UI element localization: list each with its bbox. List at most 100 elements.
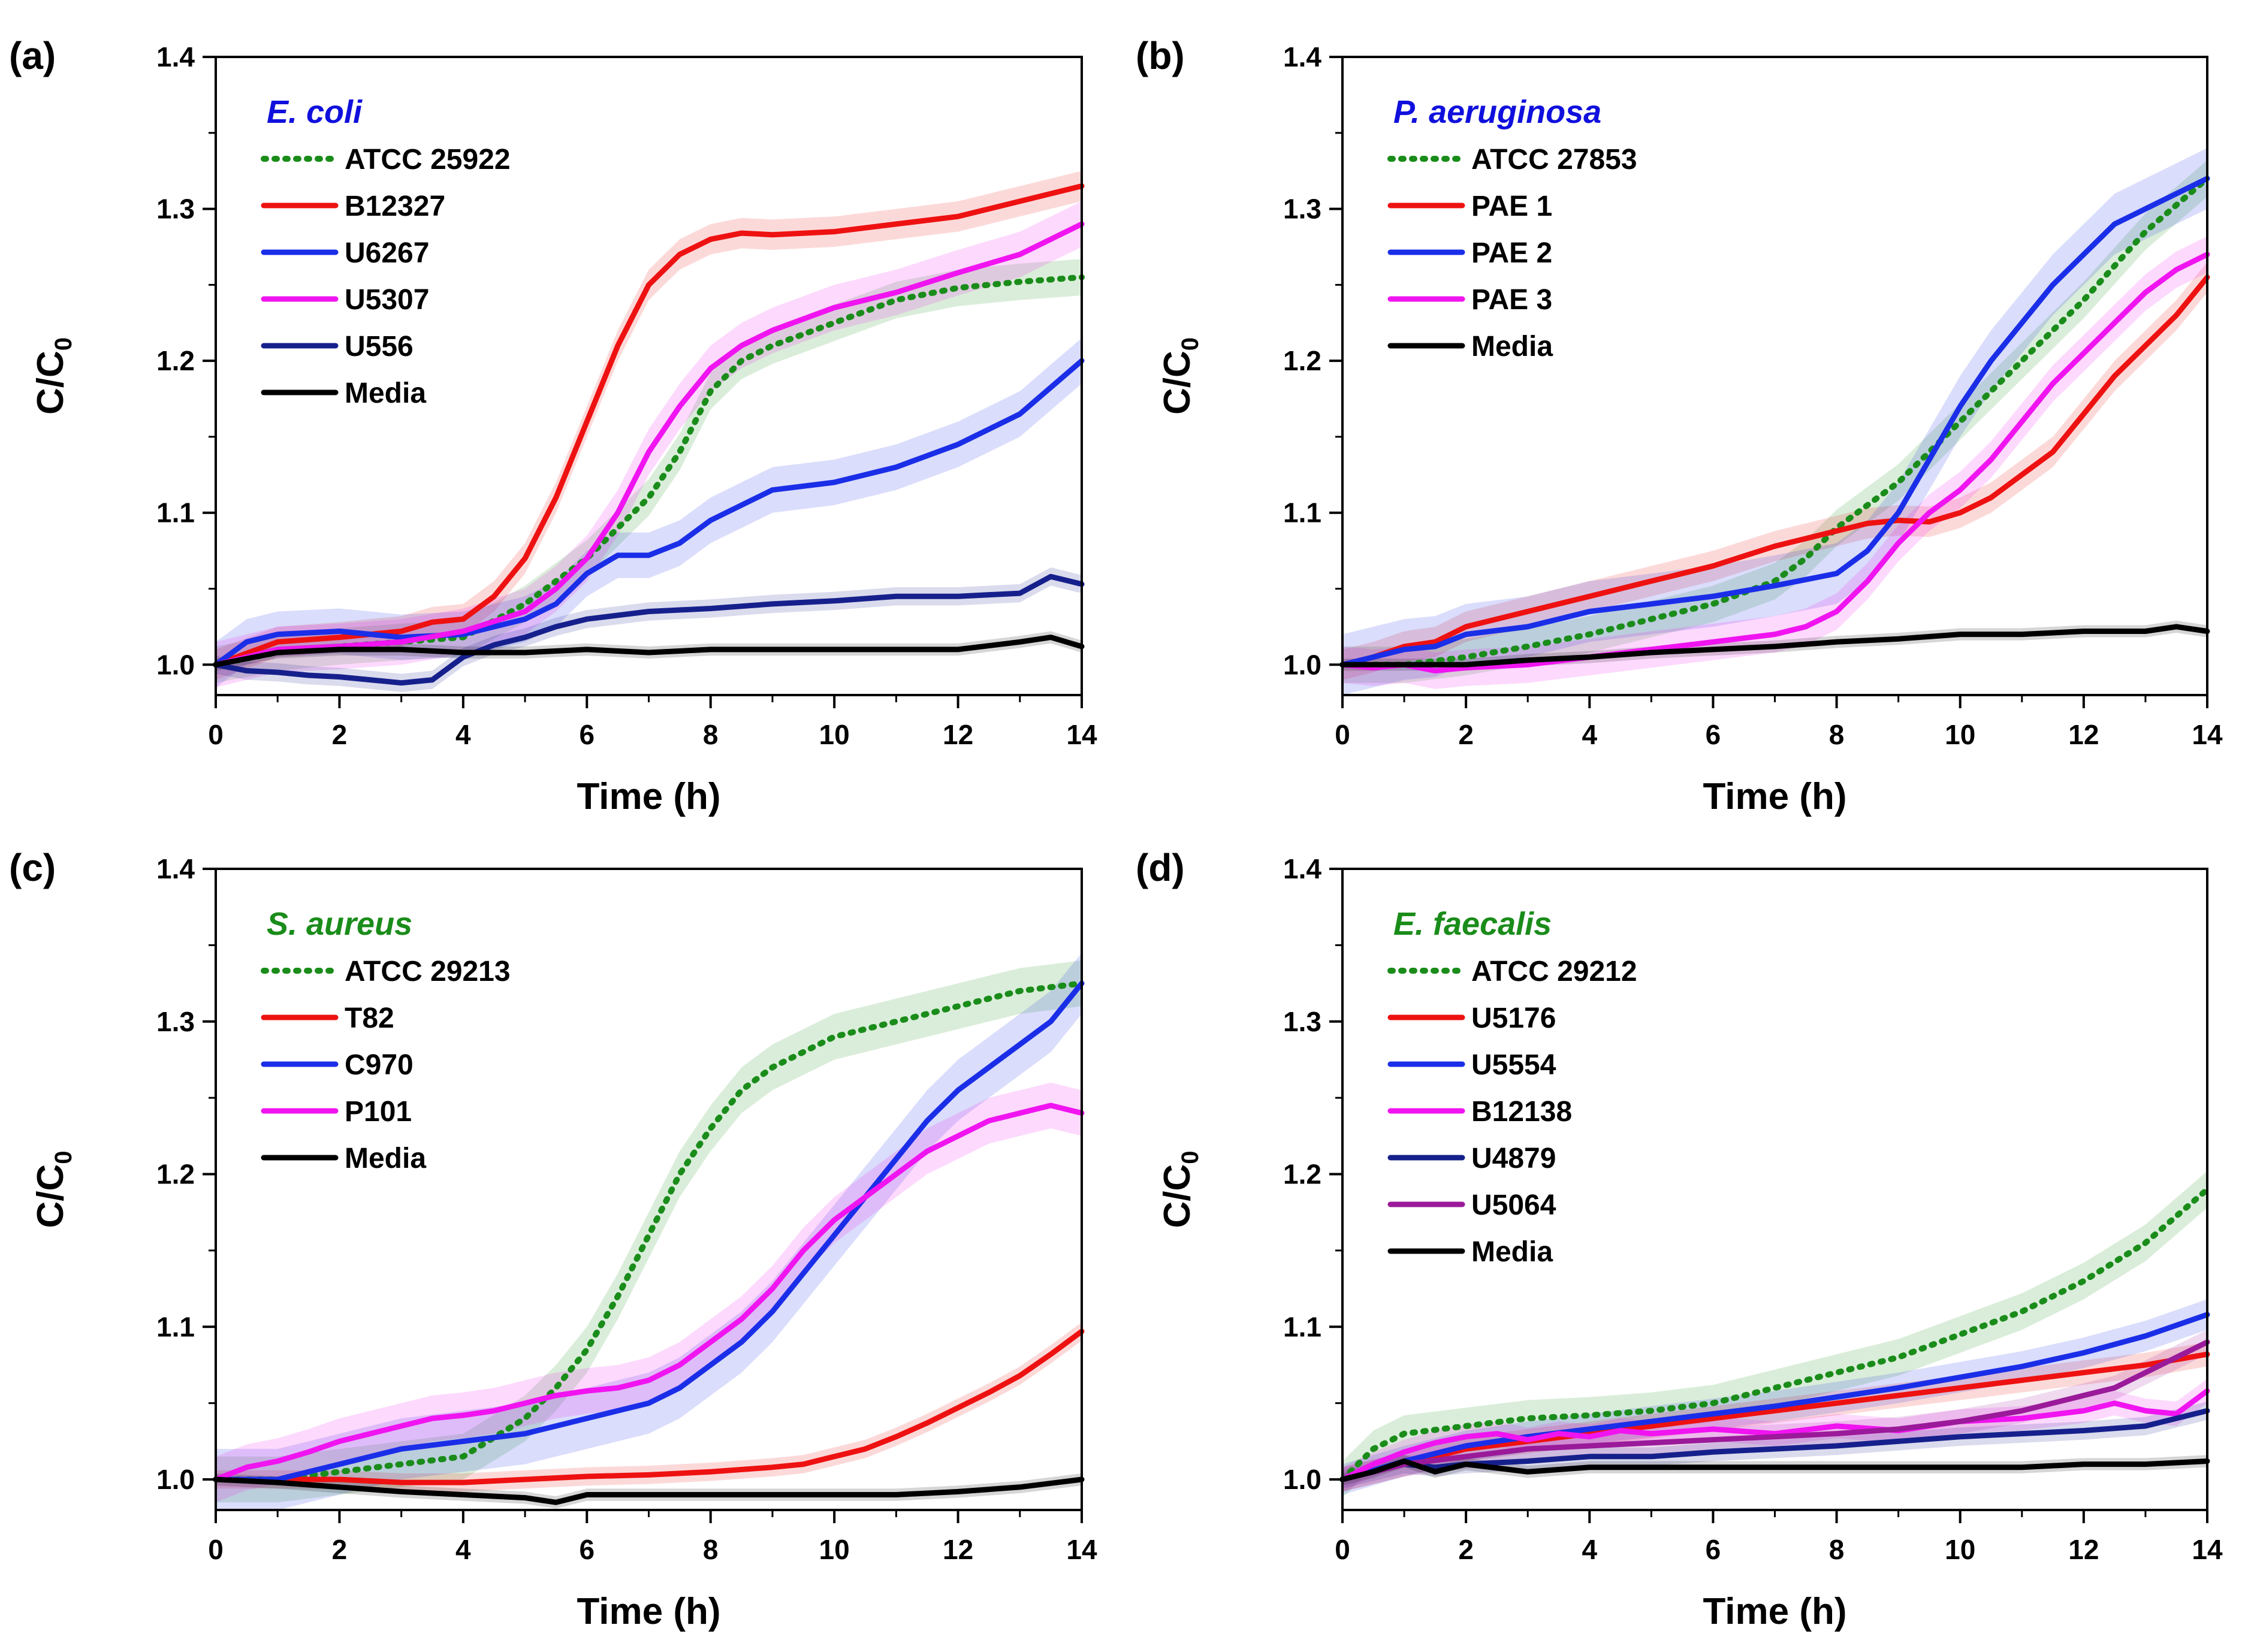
x-tick-label: 8 (703, 719, 719, 750)
x-tick-label: 10 (1945, 719, 1975, 750)
organism-title: E. coli (267, 94, 363, 130)
legend-label-u5176: U5176 (1471, 1002, 1556, 1034)
plot-area (213, 171, 1085, 692)
legend-label-media: Media (345, 1143, 426, 1174)
series-line-atcc-27853 (1339, 175, 2210, 668)
y-tick-label: 1.3 (156, 194, 195, 225)
legend-label-atcc-29212: ATCC 29212 (1471, 956, 1637, 987)
x-tick-label: 2 (332, 719, 348, 750)
legend-label-pae-1: PAE 1 (1471, 191, 1552, 222)
series-line-p101 (213, 1103, 1085, 1482)
organism-title: S. aureus (267, 906, 412, 942)
y-tick-label: 1.0 (1283, 649, 1321, 680)
band-atcc-29213 (216, 960, 1082, 1503)
x-tick-label: 6 (1706, 1534, 1721, 1565)
legend-label-media: Media (1471, 1236, 1553, 1268)
legend-label-u5554: U5554 (1471, 1049, 1556, 1081)
series-line-b12138 (1339, 1388, 2210, 1482)
series-line-t82 (213, 1328, 1085, 1485)
x-tick-label: 4 (455, 1534, 471, 1565)
legend-label-pae-3: PAE 3 (1471, 284, 1552, 316)
y-tick-label: 1.1 (1283, 497, 1321, 528)
x-tick-label: 14 (1066, 719, 1097, 750)
legend-label-u5307: U5307 (345, 284, 429, 316)
x-tick-label: 0 (208, 1534, 224, 1565)
x-tick-label: 14 (2192, 719, 2223, 750)
x-tick-label: 12 (943, 719, 973, 750)
panel-label: (a) (9, 34, 56, 77)
legend-label-u6267: U6267 (345, 237, 429, 269)
series-line-u5064 (1339, 1339, 2210, 1482)
panel-c: 0 2 4 6 8 10 12 14 1.0 1.1 1.2 1.3 1.4 Time (h) C/C0 (c… (9, 846, 1097, 1632)
legend-label-atcc-29213: ATCC 29213 (345, 956, 511, 987)
panel-a: 0 2 4 6 8 10 12 14 1.0 1.1 1.2 1.3 1.4 Time (h) C/C0 (a… (9, 34, 1097, 817)
y-tick-label: 1.4 (1283, 41, 1321, 73)
panel-label: (c) (9, 846, 56, 889)
legend: E. faecalis ATCC 29212 U5176 U5554 B12138 U48… (1387, 906, 1637, 1268)
y-tick-label: 1.2 (156, 345, 195, 376)
x-tick-label: 6 (579, 719, 595, 750)
series-line-u556 (213, 573, 1085, 686)
band-b12327 (216, 171, 1082, 680)
series-line-u5176 (1339, 1351, 2210, 1482)
x-tick-label: 6 (1706, 719, 1721, 750)
y-tick-label: 1.4 (156, 41, 195, 73)
legend-label-b12327: B12327 (345, 191, 445, 222)
series-line-atcc-29213 (213, 980, 1085, 1482)
y-tick-label: 1.0 (156, 649, 195, 680)
y-tick-label: 1.1 (156, 1311, 195, 1342)
plot-area (1339, 148, 2210, 696)
band-media (216, 1473, 1082, 1509)
legend-label-u556: U556 (345, 331, 414, 363)
legend-label-atcc-27853: ATCC 27853 (1471, 144, 1637, 176)
legend-label-atcc-25922: ATCC 25922 (345, 144, 511, 176)
x-axis-label: Time (h) (1703, 1591, 1847, 1632)
y-tick-label: 1.1 (156, 497, 195, 528)
x-tick-label: 4 (455, 719, 471, 750)
legend-label-u5064: U5064 (1471, 1189, 1556, 1221)
y-tick-label: 1.0 (156, 1464, 195, 1495)
x-tick-label: 12 (943, 1534, 973, 1565)
y-tick-label: 1.2 (156, 1159, 195, 1190)
y-tick-label: 1.4 (156, 853, 195, 884)
x-tick-label: 14 (2192, 1534, 2223, 1565)
plot-area (1339, 1171, 2210, 1498)
series-line-media (213, 635, 1085, 668)
series-line-pae-2 (1339, 176, 2210, 668)
x-tick-label: 4 (1582, 1534, 1597, 1565)
x-tick-label: 12 (2068, 1534, 2099, 1565)
series-line-media (213, 1476, 1085, 1505)
panel-b: 0 2 4 6 8 10 12 14 1.0 1.1 1.2 1.3 1.4 Time (h) C/C0 (b… (1136, 34, 2223, 817)
x-tick-label: 0 (1335, 1534, 1350, 1565)
x-tick-label: 12 (2068, 719, 2099, 750)
x-tick-label: 2 (1458, 1534, 1474, 1565)
y-axis-label: C/C0 (30, 337, 77, 415)
series-line-c970 (213, 980, 1085, 1482)
legend-label-t82: T82 (345, 1002, 394, 1034)
panel-label: (d) (1136, 846, 1185, 889)
x-tick-label: 14 (1066, 1534, 1097, 1565)
x-tick-label: 0 (1335, 719, 1350, 750)
series-line-pae-3 (1339, 252, 2210, 674)
legend-label-pae-2: PAE 2 (1471, 237, 1552, 269)
legend-label-c970: C970 (345, 1049, 414, 1081)
series-line-media (1339, 1458, 2210, 1482)
y-tick-label: 1.1 (1283, 1311, 1321, 1342)
band-pae-1 (1342, 262, 2207, 680)
legend: P. aeruginosa ATCC 27853 PAE 1 PAE 2 PAE 3 Me… (1387, 94, 1637, 363)
x-axis-label: Time (h) (577, 776, 721, 817)
y-tick-label: 1.0 (1283, 1464, 1321, 1495)
x-tick-label: 10 (819, 719, 850, 750)
legend-label-b12138: B12138 (1471, 1096, 1572, 1128)
y-tick-label: 1.3 (1283, 1006, 1321, 1037)
series-line-u5554 (1339, 1312, 2210, 1482)
y-axis-label: C/C0 (1157, 1150, 1203, 1228)
organism-title: P. aeruginosa (1393, 94, 1601, 130)
x-tick-label: 8 (1829, 1534, 1845, 1565)
panel-label: (b) (1136, 34, 1185, 77)
legend-label-media: Media (345, 377, 426, 409)
y-tick-label: 1.2 (1283, 1159, 1321, 1190)
band-u5307 (216, 201, 1082, 688)
y-tick-label: 1.3 (156, 1006, 195, 1037)
